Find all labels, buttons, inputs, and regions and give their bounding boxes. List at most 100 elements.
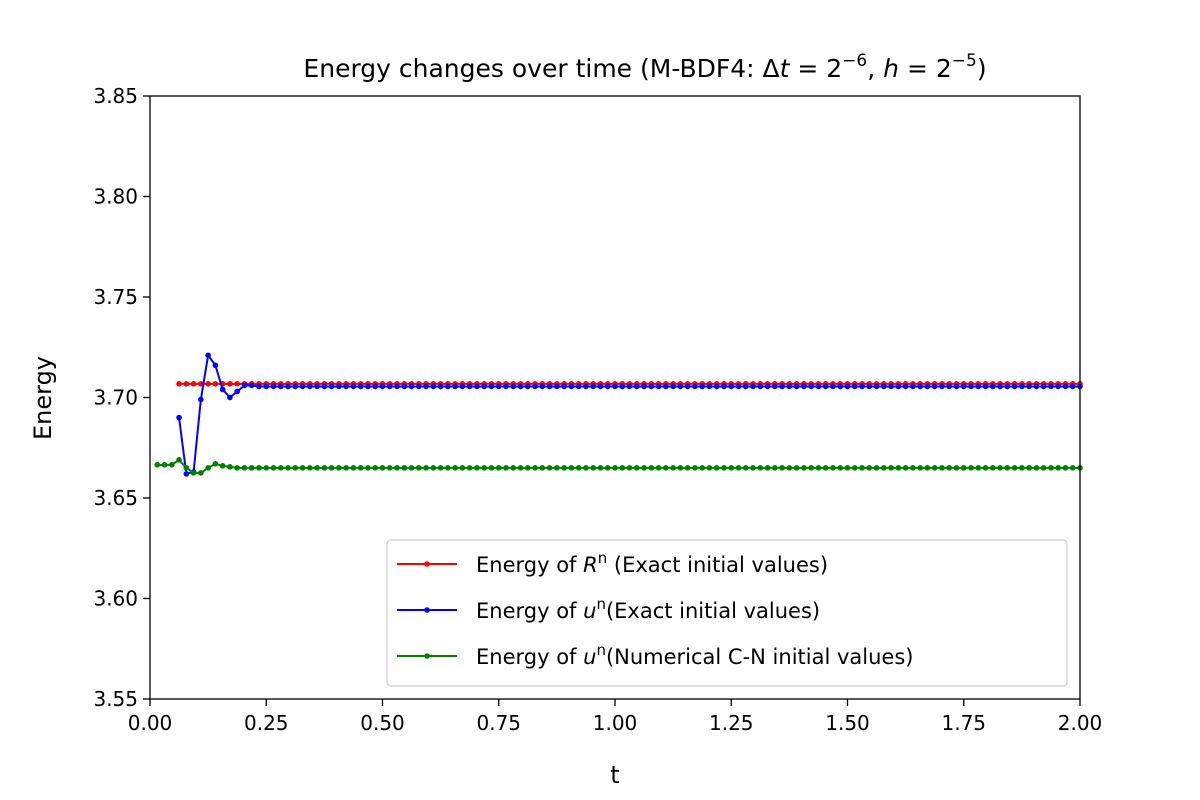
data-point [590, 465, 596, 471]
data-point [321, 383, 328, 390]
data-point [968, 465, 974, 471]
legend-marker [424, 607, 430, 613]
title-exp2: −5 [952, 51, 977, 71]
legend-label: Energy of un(Numerical C-N initial value… [476, 641, 913, 669]
data-point [881, 465, 887, 471]
data-point [176, 457, 182, 463]
x-tick-label: 0.25 [244, 711, 289, 735]
data-point [525, 465, 531, 471]
data-point [859, 383, 865, 390]
title-sep: , [867, 54, 883, 83]
data-point [786, 465, 793, 471]
data-point [830, 383, 836, 390]
x-tick-label: 1.25 [709, 711, 754, 735]
data-point [655, 383, 662, 390]
data-point [670, 465, 676, 471]
data-point [1048, 465, 1054, 471]
title-exp1: −6 [842, 51, 867, 71]
data-point [517, 383, 524, 390]
data-point [975, 465, 982, 471]
data-point [583, 465, 589, 471]
data-point [735, 383, 742, 390]
data-point [888, 383, 894, 390]
data-point [190, 381, 197, 387]
series-layer [154, 352, 1083, 477]
legend-label-var: u [583, 645, 596, 669]
data-point [212, 461, 219, 467]
data-point [1004, 383, 1011, 390]
data-point [881, 383, 887, 390]
data-point [851, 383, 858, 390]
x-tick-label: 0.50 [360, 711, 405, 735]
data-point [968, 383, 974, 390]
data-point [663, 465, 669, 471]
data-point [728, 465, 735, 471]
data-point [394, 465, 400, 471]
data-point [176, 414, 182, 421]
data-point [248, 465, 255, 471]
data-point [423, 383, 429, 390]
legend-label-sup: n [598, 549, 608, 567]
legend-label-post: (Exact initial values) [606, 599, 820, 623]
title-dt-var: t [780, 54, 791, 83]
data-point [641, 383, 647, 390]
data-point [546, 383, 553, 390]
legend-label-pre: Energy of [476, 599, 583, 623]
data-point [677, 465, 684, 471]
data-point [481, 383, 488, 390]
title-prefix: Energy changes over time (M-BDF4: Δ [303, 54, 779, 83]
data-point [401, 465, 408, 471]
data-point [263, 465, 270, 471]
data-point [655, 465, 662, 471]
data-point [401, 383, 408, 390]
data-point [786, 383, 793, 390]
data-point [619, 383, 626, 390]
data-point [256, 383, 262, 390]
data-point [924, 465, 931, 471]
x-tick-label: 0.75 [476, 711, 521, 735]
data-point [437, 383, 444, 390]
data-point [270, 383, 277, 390]
data-point [343, 465, 349, 471]
data-point [801, 383, 807, 390]
data-point [772, 383, 778, 390]
data-point [416, 383, 422, 390]
legend-marker [424, 653, 430, 659]
data-point [554, 383, 560, 390]
data-point [474, 465, 480, 471]
data-point [946, 465, 953, 471]
data-point [742, 465, 749, 471]
data-point [997, 465, 1003, 471]
data-point [365, 383, 371, 390]
data-point [946, 383, 953, 390]
data-point [924, 383, 931, 390]
data-point [677, 383, 684, 390]
legend-marker [424, 561, 430, 567]
y-tick-label: 3.65 [93, 486, 138, 510]
data-point [350, 383, 357, 390]
x-tick-label: 0.00 [128, 711, 173, 735]
data-point [539, 465, 546, 471]
data-point [495, 465, 502, 471]
data-point [227, 394, 233, 401]
data-point [256, 465, 262, 471]
data-point [183, 471, 190, 477]
data-point [1040, 383, 1047, 390]
data-point [873, 383, 880, 390]
data-point [742, 383, 749, 390]
data-point [808, 465, 814, 471]
data-point [997, 383, 1003, 390]
data-point [1040, 465, 1047, 471]
data-point [910, 383, 916, 390]
data-point [161, 462, 168, 468]
data-point [227, 381, 233, 387]
data-point [692, 465, 698, 471]
data-point [895, 383, 902, 390]
data-point [612, 383, 618, 390]
data-point [532, 383, 538, 390]
data-point [873, 465, 880, 471]
data-point [510, 465, 517, 471]
data-point [859, 465, 865, 471]
data-point [546, 465, 553, 471]
data-point [1026, 465, 1032, 471]
